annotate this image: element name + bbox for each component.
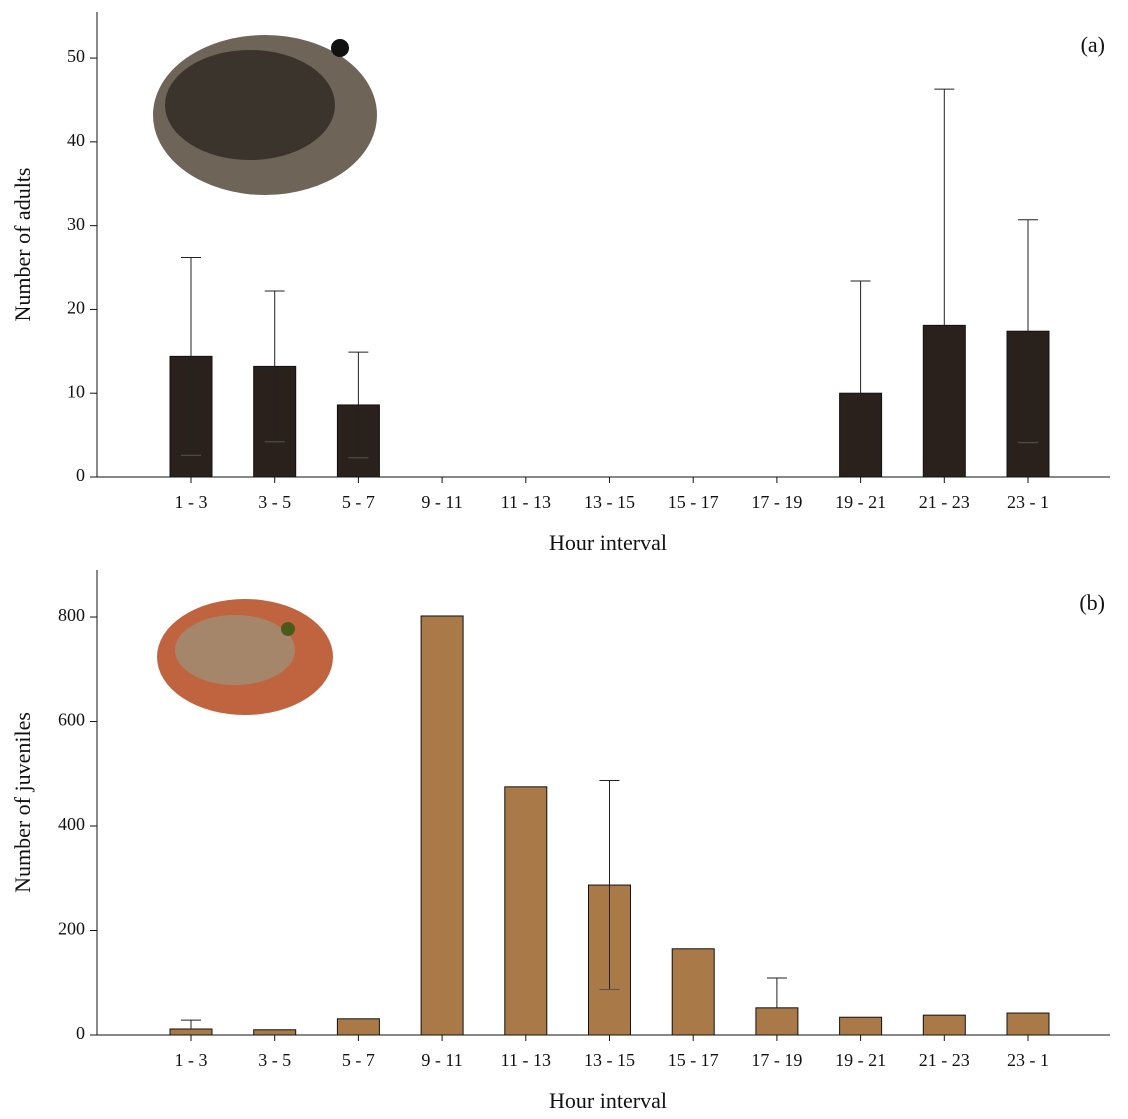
y-tick-label: 0 (76, 465, 85, 485)
x-tick-label: 13 - 15 (584, 1050, 635, 1070)
y-tick-label: 0 (76, 1023, 85, 1043)
bar (923, 325, 965, 477)
x-axis-title: Hour interval (549, 1088, 667, 1113)
x-tick-label: 15 - 17 (668, 1050, 719, 1070)
y-tick-label: 40 (67, 130, 85, 150)
x-tick-label: 9 - 11 (421, 492, 462, 512)
panel-label: (a) (1081, 32, 1105, 57)
bar (170, 1029, 212, 1035)
panel-label: (b) (1079, 590, 1105, 615)
x-tick-label: 19 - 21 (835, 492, 886, 512)
chart: 0 10 20 30 40 50 1 - 3 3 - 5 5 - 7 9 - 11 11 - 13 1… (0, 0, 1128, 1114)
x-tick-label: 21 - 23 (919, 1050, 970, 1070)
x-axis-title: Hour interval (549, 530, 667, 555)
x-tick-label: 5 - 7 (342, 1050, 375, 1070)
y-axis-title: Number of adults (10, 168, 35, 322)
bar (756, 1008, 798, 1035)
x-tick-label: 23 - 1 (1007, 492, 1049, 512)
bar (337, 1019, 379, 1035)
x-tick-label: 1 - 3 (175, 492, 208, 512)
x-tick-label: 1 - 3 (175, 1050, 208, 1070)
bar (840, 1017, 882, 1035)
y-tick-label: 800 (58, 605, 85, 625)
x-tick-label: 17 - 19 (751, 1050, 802, 1070)
y-tick-label: 50 (67, 46, 85, 66)
y-tick-label: 600 (58, 710, 85, 730)
frog-image-a (153, 35, 377, 195)
y-tick-label: 10 (67, 381, 85, 401)
y-tick-label: 200 (58, 919, 85, 939)
x-tick-label: 11 - 13 (501, 1050, 551, 1070)
x-tick-label: 21 - 23 (919, 492, 970, 512)
x-tick-label: 11 - 13 (501, 492, 551, 512)
y-tick-label: 30 (67, 214, 85, 234)
y-tick-label: 20 (67, 298, 85, 318)
bar (254, 1030, 296, 1035)
bar (1007, 1013, 1049, 1035)
bar (923, 1015, 965, 1035)
bar (505, 787, 547, 1035)
bar (840, 393, 882, 477)
x-tick-label: 9 - 11 (421, 1050, 462, 1070)
bar (672, 949, 714, 1035)
x-tick-label: 23 - 1 (1007, 1050, 1049, 1070)
y-tick-label: 400 (58, 814, 85, 834)
x-tick-label: 19 - 21 (835, 1050, 886, 1070)
bar (421, 616, 463, 1035)
x-tick-label: 15 - 17 (668, 492, 719, 512)
x-tick-label: 5 - 7 (342, 492, 375, 512)
x-tick-label: 13 - 15 (584, 492, 635, 512)
frog-image-b (157, 599, 333, 715)
x-tick-label: 3 - 5 (258, 492, 291, 512)
x-tick-label: 17 - 19 (751, 492, 802, 512)
x-tick-label: 3 - 5 (258, 1050, 291, 1070)
y-axis-title: Number of juveniles (10, 712, 35, 893)
